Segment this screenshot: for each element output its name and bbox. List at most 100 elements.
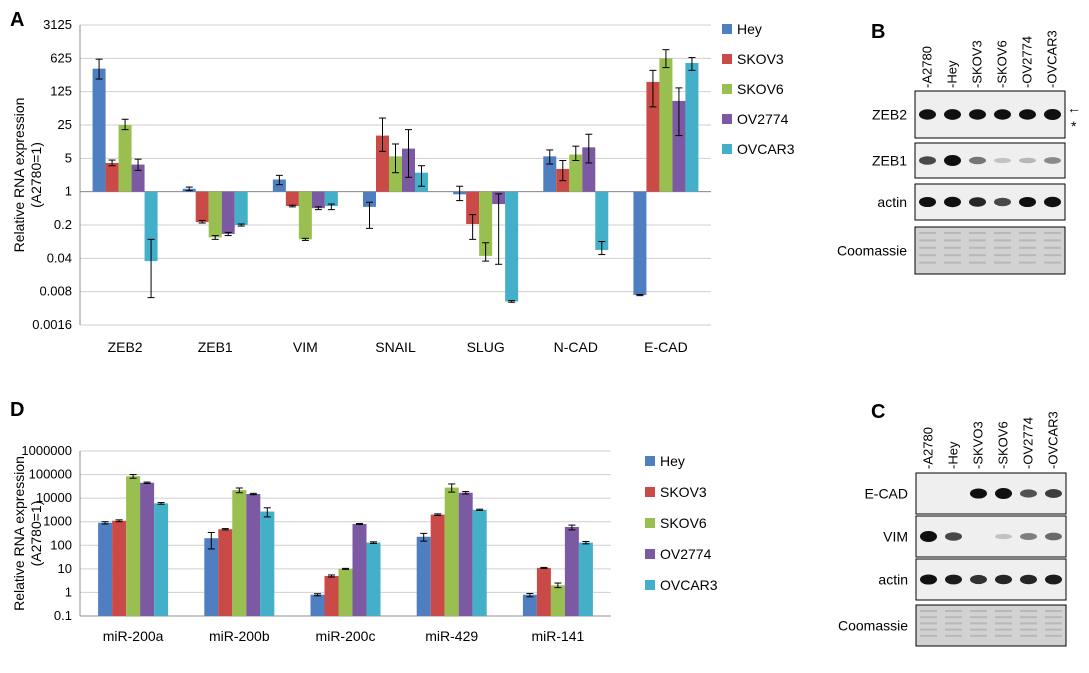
blot-strip-zeb2 [914,90,1066,139]
coomassie-band [944,261,961,264]
bar-ovcar3-zeb2 [144,191,158,262]
protein-band [994,109,1011,120]
legend-swatch [722,144,732,154]
bar-skov6-mir-200c [338,568,353,616]
coomassie-band [945,628,962,631]
blot-row-label: Coomassie [837,243,907,259]
coomassie-band [1045,634,1062,637]
coomassie-band [1045,616,1062,619]
coomassie-band [945,616,962,619]
legend-swatch [645,487,655,497]
y-tick-label: 10000 [36,490,72,505]
protein-band [994,157,1011,164]
bar-ovcar3-mir-200a [154,503,169,616]
legend-swatch [722,54,732,64]
coomassie-band [970,616,987,619]
protein-band [919,196,936,208]
legend-swatch [645,518,655,528]
legend-swatch [722,84,732,94]
blot-strip-coomassie [915,604,1067,647]
coomassie-band [919,254,936,257]
y-tick-label: 100 [50,537,72,552]
protein-band [944,196,961,208]
legend-swatch [722,24,732,34]
coomassie-band [970,628,987,631]
coomassie-band [995,622,1012,625]
legend-swatch [645,456,655,466]
blot-row-label: actin [877,194,907,210]
coomassie-band [969,246,986,249]
bar-ov2774-mir-200c [352,523,367,616]
protein-band [920,531,937,542]
coomassie-band [1019,254,1036,257]
bar-skov3-mir-200b [218,529,233,616]
bar-skov6-mir-141 [550,585,565,616]
legend-entry: SKOV3 [660,484,707,500]
coomassie-band [994,246,1011,249]
x-category-label: miR-200c [316,628,376,644]
bar-skov6-e-cad [659,58,673,192]
legend-swatch [722,114,732,124]
coomassie-band [919,246,936,249]
blot-strip-actin [914,183,1066,221]
bar-ovcar3-mir-429 [472,509,487,616]
y-axis-label: Relative RNA expression [11,456,27,611]
bar-skov3-zeb1 [195,191,209,223]
x-category-label: E-CAD [644,339,688,355]
coomassie-band [919,232,936,234]
bar-hey-e-cad [633,191,647,296]
lane-label: -OVCAR3 [1046,411,1061,469]
coomassie-band [944,232,961,234]
y-tick-label: 3125 [43,17,72,32]
coomassie-band [995,628,1012,631]
bar-ov2774-vim [311,191,325,209]
protein-band [969,156,986,165]
coomassie-band [1020,622,1037,625]
coomassie-band [920,622,937,625]
y-axis-label: Relative RNA expression [11,98,27,253]
x-category-label: miR-200a [103,628,164,644]
blot-strip-zeb1 [914,142,1066,179]
protein-band [919,156,936,165]
bar-skov3-mir-429 [430,514,445,616]
x-category-label: miR-141 [531,628,584,644]
bar-hey-mir-141 [522,594,537,616]
coomassie-band [920,610,937,612]
lane-label: -Hey [945,60,960,88]
coomassie-band [1020,610,1037,612]
bar-ov2774-mir-200b [246,493,261,616]
y-tick-label: 125 [50,84,72,99]
coomassie-band [945,610,962,612]
coomassie-band [1044,232,1061,234]
x-category-label: ZEB2 [108,339,143,355]
protein-band [995,574,1012,585]
lane-label: -SKVO3 [971,421,986,469]
lane-label: -SKOV3 [970,40,985,88]
protein-band [969,197,986,207]
protein-band [1045,489,1062,498]
coomassie-band [995,634,1012,637]
chart-d: 1000000 100000 10000 1000 100 10 1 0.1 Relative … [11,443,718,644]
coomassie-band [920,628,937,631]
legend-swatch [645,580,655,590]
coomassie-band [969,239,986,242]
bar-hey-zeb2 [92,68,106,192]
western-blot-c: -A2780 -Hey -SKVO3 -SKOV6 -OV2774 -OVCAR3 E-CA… [838,411,1067,647]
y-axis-label-unit: (A2780=1) [28,501,44,567]
bar-hey-snail [363,191,376,207]
coomassie-band [945,622,962,625]
protein-band [1019,196,1036,208]
western-blot-b: -A2780 -Hey -SKOV3 -SKOV6 -OV2774 -OVCAR3 ZEB2… [837,30,1081,275]
protein-band [1019,157,1036,164]
y-tick-label: 0.04 [47,250,72,265]
bar-ovcar3-slug [505,191,519,302]
protein-band [1020,574,1037,585]
legend-entry: SKOV6 [660,515,707,531]
bar-skov6-mir-200a [126,476,141,616]
bar-skov6-mir-200b [232,490,247,616]
bar-ov2774-zeb2 [131,164,145,192]
bar-skov3-vim [285,191,299,207]
coomassie-band [1019,261,1036,264]
bar-skov3-slug [466,191,480,224]
